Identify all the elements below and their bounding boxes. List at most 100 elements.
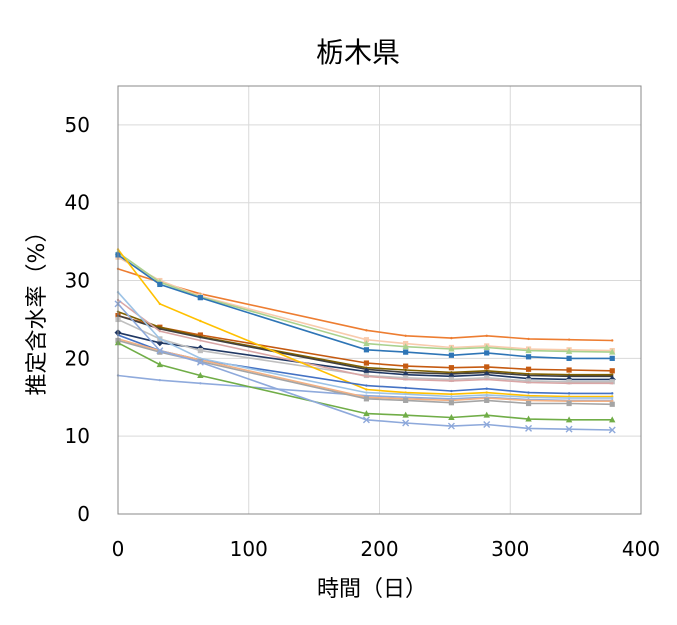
tick-labels: 0 10 20 30 40 50 0 100 200 300 400	[65, 113, 661, 561]
data-point	[484, 350, 490, 356]
data-point	[197, 295, 203, 301]
data-point	[566, 379, 572, 385]
series-line	[117, 310, 613, 376]
data-point	[609, 379, 615, 385]
data-point	[525, 378, 532, 384]
y-tick-label: 0	[77, 502, 90, 526]
data-point	[156, 361, 164, 368]
data-point	[362, 416, 370, 424]
data-point	[404, 386, 407, 390]
series-18	[114, 300, 616, 434]
data-point	[567, 396, 571, 400]
data-point	[448, 400, 455, 406]
data-point	[483, 421, 491, 429]
data-point	[199, 382, 202, 385]
data-point	[525, 400, 532, 407]
data-point	[199, 339, 202, 342]
data-point	[567, 338, 571, 341]
y-tick-label: 30	[65, 269, 90, 293]
x-tick-label: 100	[230, 537, 268, 561]
chart-title: 栃木県	[316, 36, 400, 69]
data-point	[611, 392, 614, 395]
data-point	[158, 302, 162, 306]
data-point	[447, 422, 455, 430]
data-point	[485, 378, 488, 381]
data-point	[197, 371, 204, 378]
data-point	[484, 364, 490, 370]
data-point	[199, 336, 202, 339]
data-point	[567, 392, 571, 395]
data-point	[448, 414, 455, 421]
data-point	[525, 415, 532, 422]
data-point	[485, 391, 488, 394]
data-point	[402, 343, 409, 350]
series-line	[117, 248, 613, 398]
data-point	[448, 365, 455, 371]
data-point	[403, 363, 409, 369]
data-point	[483, 343, 490, 350]
series-line	[117, 338, 613, 403]
data-point	[609, 401, 615, 407]
data-point	[196, 358, 204, 366]
data-point	[199, 319, 202, 323]
data-point	[485, 334, 488, 337]
y-tick-label: 50	[65, 113, 90, 137]
x-tick-label: 200	[360, 537, 398, 561]
data-point	[483, 411, 490, 418]
data-point	[527, 391, 530, 394]
data-point	[363, 340, 370, 347]
data-point	[365, 384, 368, 387]
data-point	[158, 337, 162, 341]
series-line	[117, 291, 613, 399]
data-point	[365, 388, 368, 391]
data-point	[157, 281, 163, 288]
data-point	[611, 382, 614, 385]
data-point	[402, 411, 409, 418]
series-line	[117, 318, 613, 383]
y-tick-label: 20	[65, 346, 90, 370]
data-point	[566, 355, 572, 361]
data-point	[403, 397, 409, 403]
data-point	[450, 336, 453, 340]
data-point	[404, 378, 407, 381]
data-point	[525, 424, 533, 432]
series-line	[117, 342, 613, 421]
data-point	[363, 347, 370, 353]
plot-area-border	[117, 85, 642, 515]
data-point	[450, 379, 453, 383]
data-point	[525, 347, 532, 354]
data-point	[609, 348, 616, 355]
data-point	[525, 366, 532, 372]
data-point	[365, 329, 368, 332]
x-tick-label: 0	[112, 537, 125, 561]
data-point	[484, 397, 490, 403]
data-point	[363, 337, 370, 343]
data-point	[157, 349, 163, 355]
data-point	[566, 400, 572, 407]
data-point	[404, 392, 407, 396]
data-point	[404, 368, 407, 372]
series-13	[116, 291, 614, 400]
data-point	[403, 349, 409, 355]
series-line	[117, 251, 613, 353]
data-point	[485, 387, 488, 390]
data-point	[450, 392, 453, 396]
data-point	[197, 332, 203, 338]
data-point	[611, 339, 614, 342]
data-point	[484, 375, 490, 381]
series-line	[117, 299, 613, 385]
data-point	[527, 396, 530, 399]
data-point	[158, 329, 162, 333]
x-tick-label: 400	[622, 537, 660, 561]
y-tick-label: 10	[65, 424, 90, 448]
series-line	[117, 254, 613, 360]
data-point	[450, 389, 453, 393]
data-point	[611, 396, 614, 400]
data-point	[365, 375, 368, 378]
data-point	[527, 337, 530, 341]
data-point	[609, 355, 615, 361]
data-point	[158, 327, 162, 330]
data-point	[609, 368, 615, 374]
